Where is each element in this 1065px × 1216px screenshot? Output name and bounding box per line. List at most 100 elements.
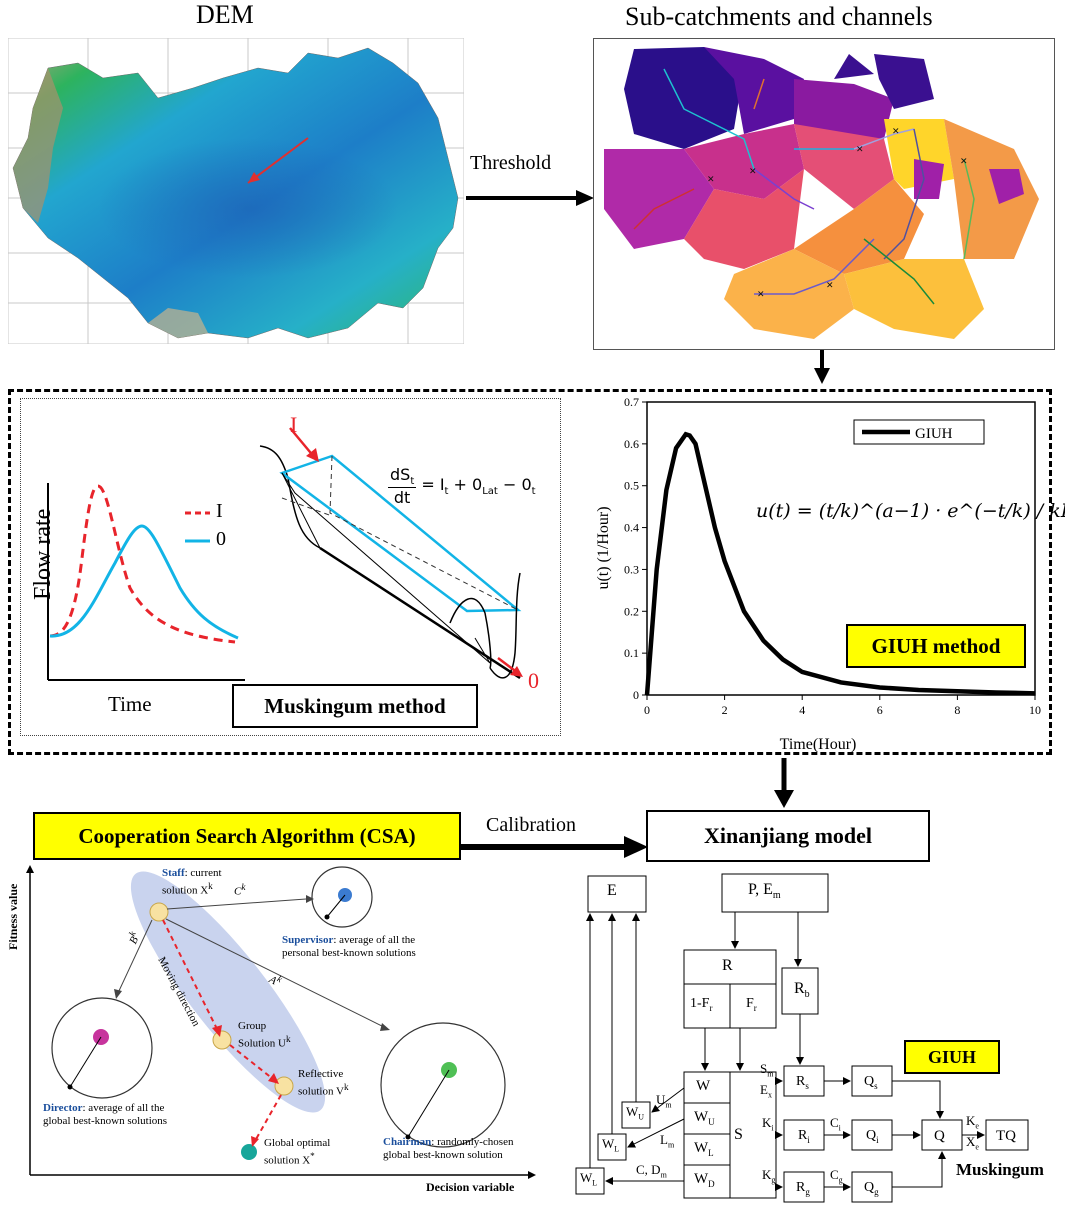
xaj-box-wu: WU — [626, 1104, 644, 1122]
calibration-label: Calibration — [486, 814, 576, 836]
vector-c-sup: k — [241, 882, 246, 892]
xaj-fr: Fr — [746, 996, 757, 1013]
arrow-i-label: I — [290, 412, 298, 437]
chairman-line2: global best-known solution — [383, 1149, 503, 1161]
xaj-w: W — [696, 1078, 711, 1094]
group-line1: Group — [238, 1020, 267, 1032]
global-line1: Global optimal — [264, 1137, 331, 1149]
subcatchment-title: Sub-catchments and channels — [625, 2, 933, 31]
xaj-r: R — [722, 957, 733, 974]
down-arrow-1 — [814, 350, 830, 391]
xaj-ke-text: K — [966, 1113, 976, 1128]
xaj-ri-text: R — [798, 1128, 808, 1143]
group-line2: Solution U — [238, 1037, 286, 1050]
supervisor-label: Supervisor: average of all the personal … — [282, 934, 416, 960]
giuh-method-label: GIUH method — [846, 624, 1026, 668]
svg-text:✕: ✕ — [960, 156, 968, 166]
xaj-box-wu-text: W — [626, 1104, 639, 1119]
eq-rhs: = It + 0Lat − 0t — [421, 475, 535, 498]
subcatchment-map: ✕ ✕ ✕ ✕ ✕ ✕ ✕ — [593, 38, 1055, 350]
xinanjiang-title: Xinanjiang model — [646, 810, 930, 862]
xaj-um-sub: m — [665, 1100, 672, 1110]
xaj-ri: Ri — [798, 1128, 810, 1145]
svg-text:✕: ✕ — [826, 280, 834, 290]
xaj-cg: Cg — [830, 1167, 843, 1185]
reflect-sup: k — [343, 1082, 349, 1092]
xaj-qg-sub: g — [874, 1186, 879, 1197]
global-optimal-label: Global optimal solution X* — [264, 1137, 330, 1168]
xaj-s: S — [734, 1126, 743, 1143]
xaj-fr-sub: r — [753, 1002, 757, 1013]
supervisor-rest: : average of all the — [333, 934, 416, 946]
xaj-cdm-sub: m — [660, 1170, 667, 1180]
xaj-um-text: U — [656, 1092, 666, 1107]
y-tick-label-6: 0.6 — [624, 437, 639, 451]
supervisor-bold: Supervisor — [282, 934, 334, 946]
time-label: Time — [108, 692, 152, 716]
xaj-qg: Qg — [864, 1180, 879, 1197]
group-solution-label: Group Solution Uk — [238, 1020, 291, 1051]
x-axis-label: Time(Hour) — [780, 736, 857, 752]
xaj-one-fr-sub: r — [709, 1002, 713, 1013]
reflect-line1: Reflective — [298, 1068, 344, 1080]
giuh-series-line — [644, 431, 1036, 696]
xaj-um: Um — [656, 1092, 672, 1110]
xaj-ri-sub: i — [807, 1134, 810, 1145]
xaj-wl-text: W — [694, 1140, 709, 1156]
xaj-ci-text: C — [830, 1115, 839, 1130]
xaj-wl-sub: L — [708, 1148, 714, 1158]
reflective-solution-label: Reflective solution Vk — [298, 1068, 349, 1099]
csa-diagram — [0, 865, 560, 1216]
xaj-box-wl2-text: W — [580, 1170, 593, 1185]
vector-c: C — [234, 885, 242, 898]
dem-title: DEM — [196, 0, 254, 29]
xaj-sm-sub: m — [767, 1069, 774, 1079]
svg-text:✕: ✕ — [749, 166, 757, 176]
xaj-wu: WU — [694, 1109, 715, 1127]
xaj-box-wl-sub: L — [614, 1144, 620, 1154]
chart-frame — [646, 401, 1036, 696]
xaj-ex: Ex — [760, 1082, 772, 1100]
supervisor-line2: personal best-known solutions — [282, 947, 416, 959]
xaj-qs-text: Q — [864, 1074, 875, 1089]
staff-sup: k — [208, 881, 213, 891]
y-tick-label-7: 0.7 — [624, 395, 639, 409]
xaj-wu-sub: U — [708, 1117, 715, 1127]
continuity-equation: dSt dt = It + 0Lat − 0t — [388, 465, 536, 507]
xaj-ex-text: E — [760, 1082, 768, 1097]
x-tick-label-2: 4 — [799, 703, 805, 717]
xaj-lm-sub: m — [667, 1140, 675, 1150]
staff-bold: Staff — [162, 867, 185, 879]
xaj-e: E — [607, 882, 617, 899]
xaj-fr-text: F — [746, 996, 754, 1011]
xaj-sm: Sm — [760, 1061, 773, 1079]
xaj-ki-sub: i — [771, 1123, 774, 1133]
legend-series-name: GIUH — [915, 426, 953, 442]
xaj-kg-text: K — [762, 1167, 772, 1182]
xaj-qs-sub: s — [874, 1080, 878, 1091]
xaj-rb: Rb — [794, 980, 810, 1000]
xaj-rs-text: R — [796, 1074, 806, 1089]
xaj-kg-sub: g — [771, 1175, 776, 1185]
xaj-pem-text: P, E — [748, 881, 773, 898]
xaj-rs: Rs — [796, 1074, 809, 1091]
xaj-ex-sub: x — [767, 1090, 772, 1100]
xaj-qg-text: Q — [864, 1180, 875, 1195]
muskingum-method-label: Muskingum method — [232, 684, 478, 728]
legend-i-label: I — [216, 500, 223, 522]
xaj-xe-sub: e — [975, 1142, 979, 1152]
down-arrow-2 — [774, 758, 794, 815]
fitness-axis-label: Fitness value — [6, 883, 20, 950]
staff-rest: : current — [184, 867, 222, 879]
calibration-arrow — [460, 836, 650, 863]
chairman-label: Chairman: randomly-chosen global best-kn… — [383, 1136, 513, 1162]
xaj-rs-sub: s — [805, 1080, 809, 1091]
vector-c-label: Ck — [234, 882, 245, 898]
y-axis-label: u(t) (1/Hour) — [595, 506, 612, 589]
arrow-o-label: 0 — [528, 668, 539, 693]
eq-sub-t1: t — [444, 486, 449, 498]
giuh-formula: u(t) = (t/k)^(a−1) · e^(−t/k) / kΓ(a) — [756, 500, 1065, 522]
eq-plus-0: + 0 — [448, 475, 483, 494]
xaj-box-wu-sub: U — [638, 1112, 645, 1122]
xaj-cdm-text: C, D — [636, 1162, 661, 1177]
